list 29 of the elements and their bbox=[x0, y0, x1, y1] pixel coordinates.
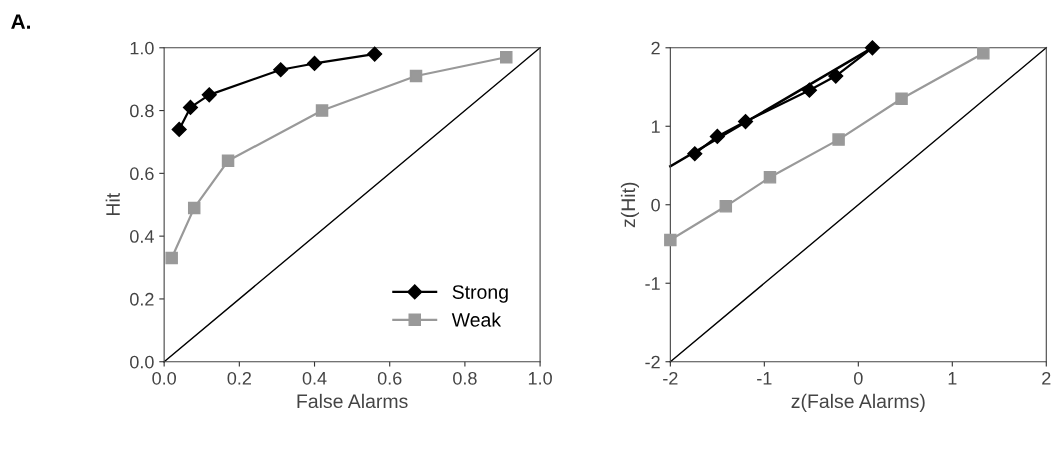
y-tick-label: -2 bbox=[645, 355, 660, 369]
y-tick-label: 0.0 bbox=[130, 355, 154, 369]
y-tick-label: 0.8 bbox=[130, 104, 154, 118]
y-tick-label: 2 bbox=[651, 41, 660, 55]
x-tick-label: 1 bbox=[948, 372, 957, 385]
text: A. bbox=[11, 14, 30, 29]
x-tick-label: 0.0 bbox=[152, 371, 176, 385]
y-tick-label: 0 bbox=[651, 198, 660, 212]
y-tick-label: 1 bbox=[651, 120, 660, 133]
x-tick-label: 0.2 bbox=[227, 371, 251, 385]
legend-label: Strong bbox=[452, 285, 508, 303]
y-tick-label: 0.4 bbox=[130, 230, 154, 243]
y-tick-label: 0.2 bbox=[130, 292, 154, 306]
x-tick-label: 0.8 bbox=[453, 371, 477, 385]
x-axis-title: z(False Alarms) bbox=[791, 393, 925, 412]
x-tick-label: -2 bbox=[663, 371, 678, 385]
y-tick-label: 0.6 bbox=[130, 167, 154, 181]
y-axis-title: z(Hit) bbox=[620, 182, 640, 228]
x-tick-label: -1 bbox=[757, 372, 772, 385]
x-tick-label: 0.6 bbox=[377, 371, 402, 385]
x-tick-label: 2 bbox=[1042, 371, 1051, 385]
y-tick-label: 1.0 bbox=[130, 41, 154, 55]
y-axis-title: Hit bbox=[105, 193, 120, 216]
x-tick-label: 0.4 bbox=[302, 371, 327, 385]
x-tick-label: 1.0 bbox=[528, 371, 552, 385]
legend-label: Weak bbox=[451, 312, 502, 327]
y-tick-label: -1 bbox=[645, 277, 660, 290]
x-axis-title: False Alarms bbox=[297, 393, 408, 409]
x-tick-label: 0 bbox=[854, 371, 863, 385]
